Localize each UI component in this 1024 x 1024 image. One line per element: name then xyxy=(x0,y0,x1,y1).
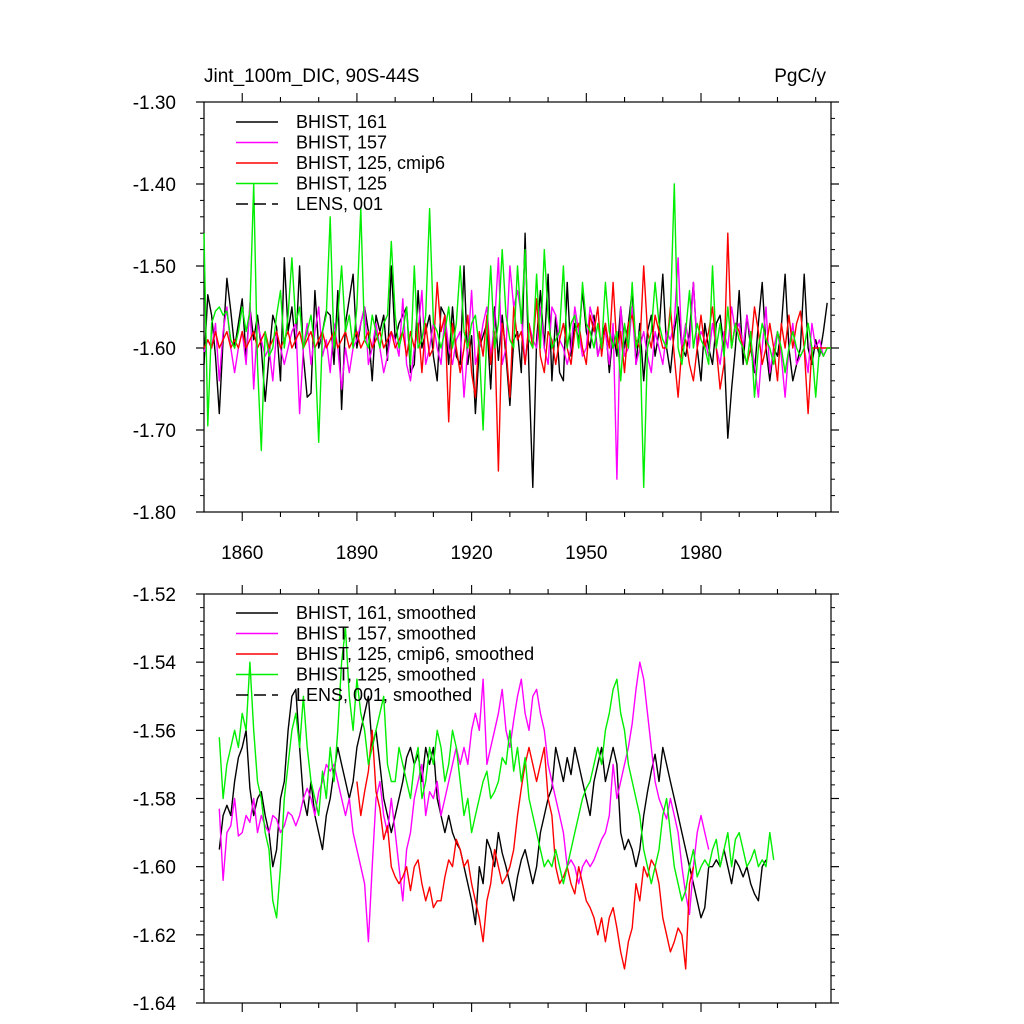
legend-label-3: BHIST, 125, cmip6 xyxy=(296,153,445,173)
x-tick-label: 1920 xyxy=(450,543,492,564)
legend-label-4: BHIST, 125 xyxy=(296,174,387,194)
y-tick-label: -1.62 xyxy=(133,926,176,947)
top-chart-units: PgC/y xyxy=(774,66,826,87)
series-line-4 xyxy=(203,183,831,489)
plot-frame xyxy=(203,101,832,513)
y-tick-label: -1.56 xyxy=(133,721,176,742)
x-tick-label: 1890 xyxy=(336,543,378,564)
y-tick-label: -1.50 xyxy=(133,257,176,278)
y-tick-label: -1.54 xyxy=(133,653,177,674)
legend-label-1: BHIST, 161, smoothed xyxy=(296,603,476,623)
legend-label-2: BHIST, 157 xyxy=(296,133,387,153)
bottom-panel: -1.64 -1.62 -1.60 -1.58 -1.56 -1.54 -1.52 BHIS… xyxy=(133,585,839,1015)
top-panel: Jint_100m_DIC, 90S-44S PgC/y -1.80-1.70-… xyxy=(133,66,839,564)
y-tick-label: -1.40 xyxy=(133,175,176,196)
y-tick-label: -1.58 xyxy=(133,790,176,811)
x-tick-label: 1860 xyxy=(221,543,263,564)
top-series-group xyxy=(203,183,831,489)
series-line-3 xyxy=(203,232,831,472)
y-tick-label: -1.80 xyxy=(133,503,176,524)
series-line-1 xyxy=(218,688,767,926)
x-tick-label: 1950 xyxy=(565,543,607,564)
y-tick-label: -1.60 xyxy=(133,339,176,360)
legend-label-2: BHIST, 157, smoothed xyxy=(296,624,476,644)
y-tick-label: -1.52 xyxy=(133,585,176,606)
legend-label-5: LENS, 001 xyxy=(296,194,383,214)
y-tick-label: -1.70 xyxy=(133,421,176,442)
top-chart-title: Jint_100m_DIC, 90S-44S xyxy=(204,66,419,87)
legend-label-5: LENS, 001, smoothed xyxy=(296,685,472,705)
bottom-axes: -1.64 -1.62 -1.60 -1.58 -1.56 -1.54 -1.52 xyxy=(133,585,839,1015)
bottom-series-group xyxy=(218,627,775,970)
series-line-4 xyxy=(218,627,775,919)
y-tick-label: -1.60 xyxy=(133,858,176,879)
legend-label-1: BHIST, 161 xyxy=(296,112,387,132)
legend-label-4: BHIST, 125, smoothed xyxy=(296,665,476,685)
top-axes: -1.80 -1.70 -1.60 -1.50 -1.40 -1.30 1860 1890 19… xyxy=(133,93,839,564)
y-tick-label: -1.30 xyxy=(133,93,176,114)
y-tick-label: -1.64 xyxy=(133,994,177,1015)
legend-label-3: BHIST, 125, cmip6, smoothed xyxy=(296,644,534,664)
x-tick-label: 1980 xyxy=(680,543,722,564)
